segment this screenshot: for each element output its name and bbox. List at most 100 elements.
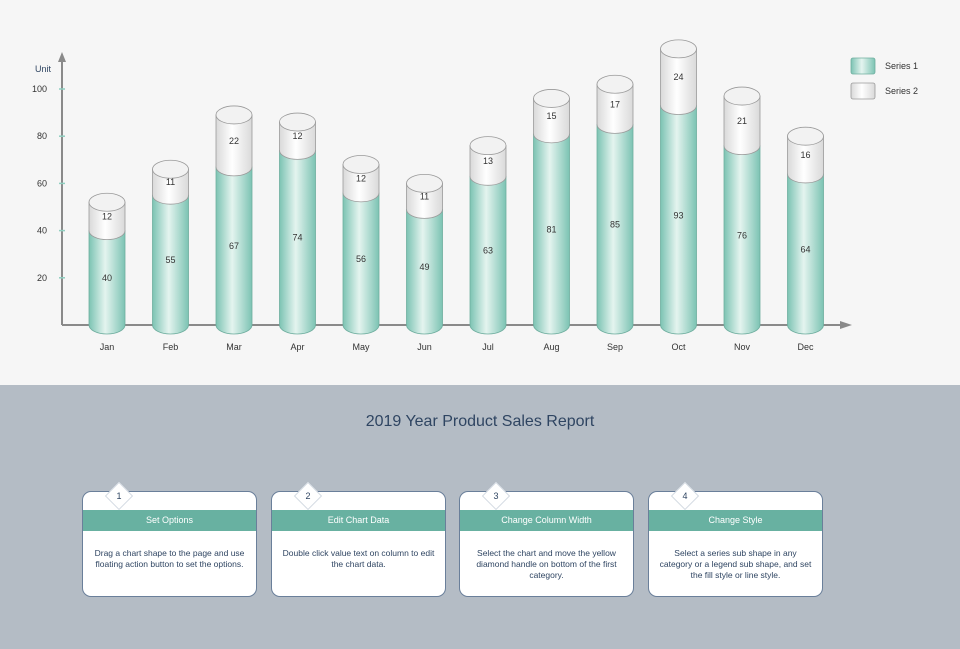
data-label-series-2[interactable]: 12 xyxy=(292,131,302,141)
step-number-badge: 2 xyxy=(292,480,324,512)
data-label-series-2[interactable]: 11 xyxy=(420,191,429,201)
report-title: 2019 Year Product Sales Report xyxy=(365,413,595,430)
data-label-series-1[interactable]: 64 xyxy=(800,244,810,254)
bar-series-2[interactable] xyxy=(215,114,253,177)
data-label-series-1[interactable]: 74 xyxy=(292,233,302,243)
data-label-series-1[interactable]: 63 xyxy=(483,246,493,256)
bar-series-2[interactable] xyxy=(469,145,507,186)
chart-area: Unit 20 40 60 80 100 Jan Feb Mar Apr May Jun Jul Aug S… xyxy=(31,39,919,352)
bar-top-cap xyxy=(660,39,697,59)
bar-top-cap xyxy=(152,159,189,179)
y-tick-label: 40 xyxy=(37,226,47,236)
bar-series-2[interactable] xyxy=(787,135,824,184)
step-card-text: Drag a chart shape to the page and use f… xyxy=(94,548,245,569)
x-tick-label: Apr xyxy=(290,342,304,352)
bar-series-1[interactable] xyxy=(787,173,824,335)
column-feb[interactable]: 55 11 xyxy=(152,159,189,335)
column-mar[interactable]: 67 22 xyxy=(215,105,253,335)
bar-series-1[interactable] xyxy=(660,105,697,335)
y-tick-label: 60 xyxy=(37,178,47,188)
step-number: 4 xyxy=(682,491,688,501)
legend-label: Series 2 xyxy=(885,86,918,96)
x-tick-label: May xyxy=(352,342,370,352)
bar-series-2[interactable] xyxy=(279,121,316,160)
column-jan[interactable]: 40 12 xyxy=(88,192,126,335)
column-aug[interactable]: 81 15 xyxy=(533,89,570,335)
legend-item-series-2[interactable]: Series 2 xyxy=(850,82,918,100)
step-card-text: Select a series sub shape in any categor… xyxy=(659,548,812,580)
legend-swatch[interactable] xyxy=(850,57,876,75)
bar-top-cap xyxy=(88,192,126,212)
step-number: 3 xyxy=(493,491,499,501)
column-apr[interactable]: 74 12 xyxy=(279,112,316,335)
bar-series-1[interactable] xyxy=(406,208,443,335)
y-axis-label: Unit xyxy=(35,64,52,74)
data-label-series-2[interactable]: 12 xyxy=(102,211,112,221)
data-label-series-2[interactable]: 24 xyxy=(673,72,683,82)
x-tick-label: Dec xyxy=(797,342,814,352)
x-axis-arrow xyxy=(840,321,852,329)
x-tick-label: Mar xyxy=(226,342,242,352)
x-tick-label: Oct xyxy=(671,342,686,352)
data-label-series-2[interactable]: 15 xyxy=(546,111,556,121)
bar-series-2[interactable] xyxy=(723,95,761,156)
data-label-series-2[interactable]: 21 xyxy=(737,116,747,126)
data-label-series-2[interactable]: 17 xyxy=(610,99,620,109)
column-sep[interactable]: 85 17 xyxy=(596,74,634,335)
bar-series-1[interactable] xyxy=(596,124,634,335)
data-label-series-2[interactable]: 11 xyxy=(166,177,175,187)
bar-top-cap xyxy=(279,112,316,132)
data-label-series-1[interactable]: 49 xyxy=(419,262,429,272)
step-card-text: Select the chart and move the yellow dia… xyxy=(476,548,617,580)
bar-series-2[interactable] xyxy=(533,98,570,144)
info-panel: 2019 Year Product Sales Report Set Optio… xyxy=(0,385,960,649)
data-label-series-1[interactable]: 40 xyxy=(102,273,112,283)
bar-series-1[interactable] xyxy=(215,166,253,335)
y-tick-label: 80 xyxy=(37,131,47,141)
data-label-series-2[interactable]: 22 xyxy=(229,136,239,146)
bar-series-1[interactable] xyxy=(152,194,189,335)
bar-series-1[interactable] xyxy=(533,133,570,335)
data-label-series-2[interactable]: 13 xyxy=(483,156,493,166)
bar-series-1[interactable] xyxy=(279,149,316,335)
column-may[interactable]: 56 12 xyxy=(342,155,380,335)
data-label-series-1[interactable]: 67 xyxy=(229,241,239,251)
data-label-series-1[interactable]: 56 xyxy=(356,254,366,264)
column-oct[interactable]: 93 24 xyxy=(660,39,697,335)
bar-series-2[interactable] xyxy=(88,201,126,240)
step-card-title: Change Column Width xyxy=(460,510,633,531)
column-dec[interactable]: 64 16 xyxy=(787,126,824,335)
data-label-series-2[interactable]: 16 xyxy=(800,150,810,160)
legend-swatch[interactable] xyxy=(850,82,876,100)
bar-series-1[interactable] xyxy=(469,175,507,335)
bar-series-2[interactable] xyxy=(406,183,443,219)
y-tick-label: 20 xyxy=(37,273,47,283)
bar-series-2[interactable] xyxy=(596,83,634,134)
column-jul[interactable]: 63 13 xyxy=(469,136,507,335)
x-tick-label: Jan xyxy=(100,342,115,352)
step-card-text: Double click value text on column to edi… xyxy=(282,548,435,569)
data-label-series-1[interactable]: 85 xyxy=(610,220,620,230)
data-label-series-1[interactable]: 55 xyxy=(165,255,175,265)
bar-series-1[interactable] xyxy=(342,192,380,335)
bar-top-cap xyxy=(723,86,761,106)
bar-series-1[interactable] xyxy=(88,230,126,335)
column-nov[interactable]: 76 21 xyxy=(723,86,761,335)
bar-series-1[interactable] xyxy=(723,145,761,335)
y-axis-arrow xyxy=(58,52,66,62)
bar-series-2[interactable] xyxy=(342,164,380,203)
bar-top-cap xyxy=(469,136,507,156)
step-card-title: Change Style xyxy=(649,510,822,531)
data-label-series-2[interactable]: 12 xyxy=(356,174,366,184)
step-card-change-column-width: Change Column Width Select the chart and… xyxy=(459,481,634,597)
data-label-series-1[interactable]: 81 xyxy=(546,224,556,234)
data-label-series-1[interactable]: 93 xyxy=(673,210,683,220)
bar-series-2[interactable] xyxy=(660,48,697,115)
column-jun[interactable]: 49 11 xyxy=(406,173,443,335)
step-number-badge: 4 xyxy=(669,480,701,512)
step-number: 1 xyxy=(116,491,122,501)
step-card-change-style: Change Style Select a series sub shape i… xyxy=(648,481,823,597)
data-label-series-1[interactable]: 76 xyxy=(737,230,747,240)
bar-series-2[interactable] xyxy=(152,168,189,205)
legend-item-series-1[interactable]: Series 1 xyxy=(850,57,918,75)
